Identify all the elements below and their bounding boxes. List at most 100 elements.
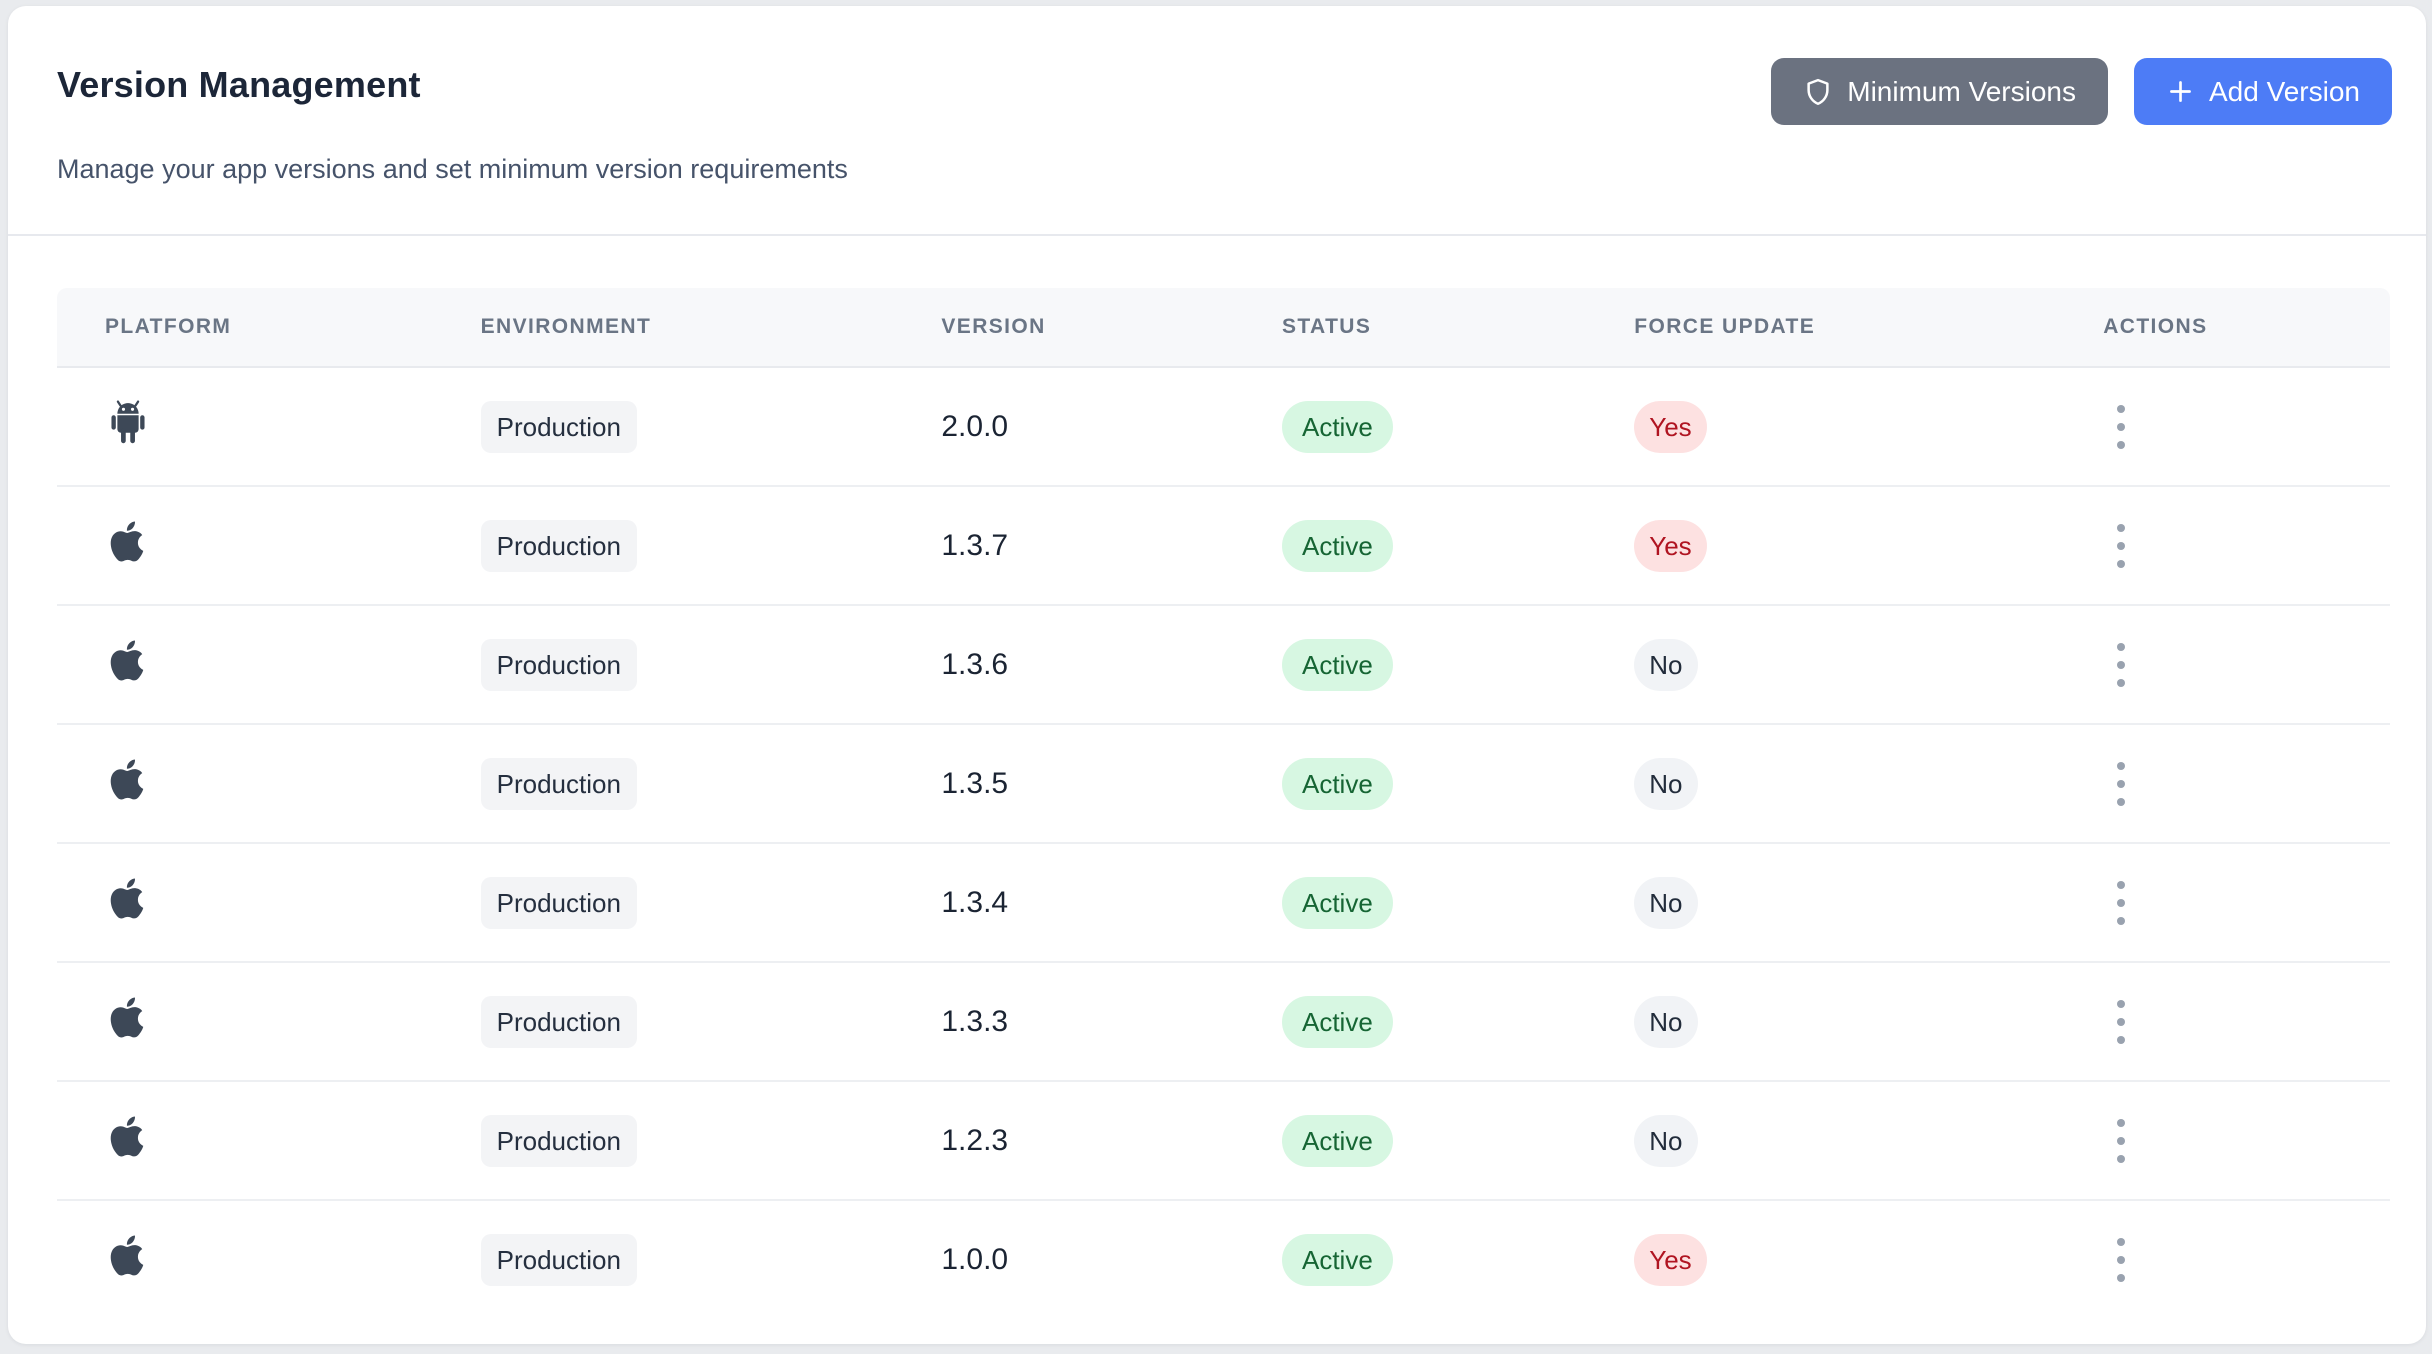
table-row: Production 1.3.5 Active No — [57, 724, 2390, 844]
platform-cell — [57, 367, 433, 487]
force-update-cell: No — [1586, 724, 2056, 844]
environment-cell: Production — [432, 724, 894, 844]
versions-table: PLATFORM ENVIRONMENT VERSION STATUS FORCE UP… — [57, 288, 2390, 1318]
actions-cell — [2055, 843, 2390, 963]
actions-cell — [2055, 605, 2390, 725]
page-subtitle: Manage your app versions and set minimum… — [57, 154, 848, 184]
page-title: Version Management — [57, 64, 421, 105]
kebab-menu-icon — [2117, 642, 2126, 651]
apple-icon — [107, 757, 147, 802]
environment-badge: Production — [480, 995, 637, 1048]
environment-cell: Production — [432, 605, 894, 725]
platform-cell — [57, 724, 433, 844]
environment-badge: Production — [480, 757, 637, 810]
environment-badge: Production — [480, 638, 637, 691]
row-actions-menu-button[interactable] — [2105, 395, 2137, 459]
force-update-cell: Yes — [1586, 367, 2056, 487]
row-actions-menu-button[interactable] — [2105, 1109, 2137, 1173]
versions-table-head: PLATFORM ENVIRONMENT VERSION STATUS FORCE UP… — [57, 288, 2390, 368]
table-row: Production 1.3.4 Active No — [57, 843, 2390, 963]
table-row: Production 1.0.0 Active Yes — [57, 1200, 2390, 1318]
add-version-button[interactable]: Add Version — [2134, 58, 2392, 125]
kebab-menu-icon — [2117, 523, 2126, 532]
status-badge: Active — [1281, 638, 1393, 691]
status-cell: Active — [1233, 486, 1587, 606]
plus-icon — [2166, 77, 2195, 106]
table-row: Production 1.3.3 Active No — [57, 962, 2390, 1082]
force-update-badge: No — [1634, 757, 1698, 810]
version-management-card: Version Management Manage your app versi… — [8, 6, 2426, 1344]
column-header-version: VERSION — [893, 288, 1234, 368]
actions-cell — [2055, 367, 2390, 487]
status-cell: Active — [1234, 1200, 1586, 1318]
android-icon — [107, 399, 149, 446]
kebab-menu-icon — [2117, 761, 2126, 770]
row-actions-menu-button[interactable] — [2105, 990, 2137, 1054]
force-update-badge: No — [1634, 876, 1698, 929]
platform-cell — [57, 605, 433, 725]
environment-cell: Production — [432, 486, 894, 606]
minimum-versions-button[interactable]: Minimum Versions — [1771, 58, 2108, 125]
status-cell: Active — [1233, 1081, 1587, 1201]
row-actions-menu-button[interactable] — [2105, 752, 2137, 816]
force-update-cell: No — [1586, 605, 2056, 725]
version-value: 1.3.3 — [893, 962, 1234, 1082]
column-header-force-update: FORCE UPDATE — [1586, 288, 2056, 368]
status-cell: Active — [1233, 367, 1587, 487]
apple-icon — [107, 995, 147, 1040]
minimum-versions-label: Minimum Versions — [1847, 75, 2076, 107]
environment-cell: Production — [432, 962, 894, 1082]
platform-cell — [57, 843, 433, 963]
apple-icon — [107, 1233, 147, 1278]
environment-cell: Production — [432, 843, 894, 963]
actions-cell — [2055, 724, 2390, 844]
platform-cell — [57, 962, 433, 1082]
status-badge: Active — [1281, 757, 1393, 810]
row-actions-menu-button[interactable] — [2105, 1228, 2137, 1292]
header-divider — [8, 234, 2426, 236]
apple-icon — [107, 638, 147, 683]
force-update-badge: Yes — [1634, 519, 1707, 572]
version-value: 1.3.5 — [893, 724, 1234, 844]
kebab-menu-icon — [2117, 404, 2126, 413]
environment-badge: Production — [480, 519, 637, 572]
status-cell: Active — [1233, 605, 1587, 725]
status-badge: Active — [1281, 1233, 1393, 1286]
column-header-actions: ACTIONS — [2055, 288, 2390, 368]
table-row: Production 2.0.0 Active Yes — [57, 367, 2390, 487]
column-header-platform: PLATFORM — [57, 288, 433, 368]
force-update-badge: No — [1634, 638, 1698, 691]
force-update-cell: No — [1586, 1081, 2056, 1201]
table-row: Production 1.3.6 Active No — [57, 605, 2390, 725]
apple-icon — [107, 876, 147, 921]
actions-cell — [2055, 962, 2390, 1082]
version-value: 1.3.4 — [893, 843, 1234, 963]
version-value: 1.0.0 — [941, 1242, 1009, 1276]
environment-cell: Production — [432, 367, 894, 487]
table-row: Production 1.3.7 Active Yes — [57, 486, 2390, 606]
force-update-cell: No — [1586, 962, 2056, 1082]
status-badge: Active — [1281, 519, 1393, 572]
status-cell: Active — [1233, 843, 1587, 963]
force-update-badge: No — [1634, 995, 1698, 1048]
kebab-menu-icon — [2117, 880, 2126, 889]
table-header-row: PLATFORM ENVIRONMENT VERSION STATUS FORCE UP… — [57, 288, 2390, 368]
status-cell: Active — [1233, 962, 1587, 1082]
add-version-label: Add Version — [2209, 75, 2360, 107]
version-value: 2.0.0 — [893, 367, 1234, 487]
force-update-badge: Yes — [1634, 1233, 1707, 1286]
kebab-menu-icon — [2117, 1237, 2126, 1246]
force-update-cell: Yes — [1586, 1200, 2055, 1318]
status-badge: Active — [1281, 995, 1393, 1048]
force-update-cell: Yes — [1586, 486, 2056, 606]
environment-badge: Production — [480, 876, 637, 929]
row-actions-menu-button[interactable] — [2105, 633, 2137, 697]
apple-icon — [107, 519, 147, 564]
platform-cell — [57, 486, 433, 606]
status-badge: Active — [1281, 876, 1393, 929]
versions-table-body: Production 2.0.0 Active Yes Production 1.3.7 A… — [57, 367, 2390, 1318]
row-actions-menu-button[interactable] — [2105, 871, 2137, 935]
row-actions-menu-button[interactable] — [2105, 514, 2137, 578]
status-badge: Active — [1281, 400, 1393, 453]
actions-cell — [2055, 1200, 2390, 1318]
